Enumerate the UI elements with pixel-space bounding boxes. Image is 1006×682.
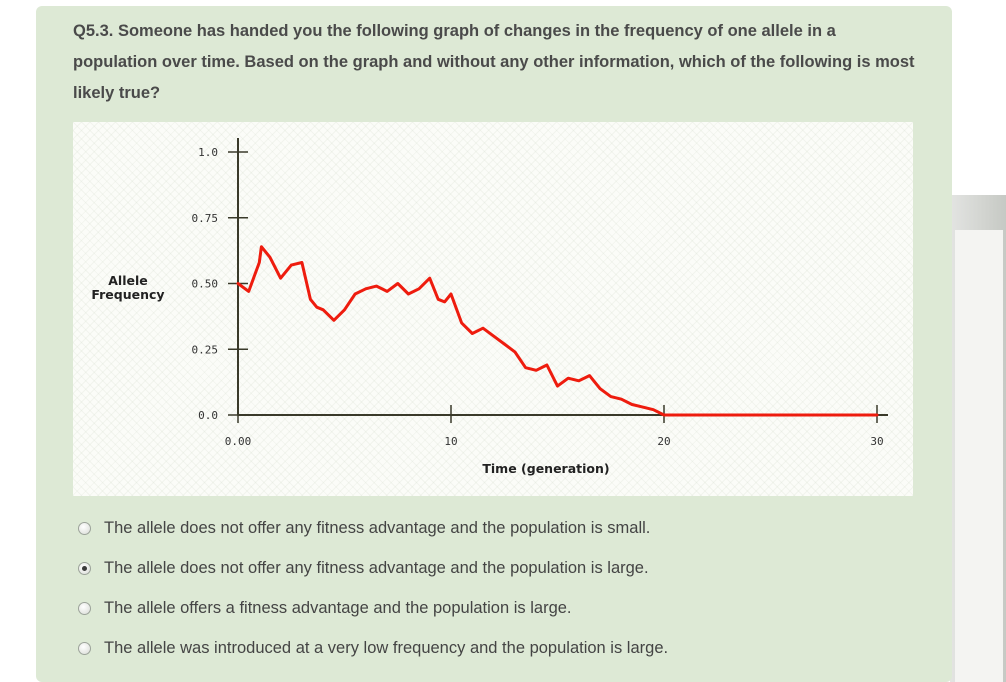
answer-option-label[interactable]: The allele was introduced at a very low … (104, 638, 669, 657)
answer-option[interactable]: The allele does not offer any fitness ad… (78, 548, 668, 588)
y-tick-label: 1.0 (198, 146, 218, 159)
x-tick-label: 10 (444, 435, 457, 448)
y-tick-label: 0.50 (192, 278, 219, 291)
allele-frequency-line (236, 245, 879, 417)
x-tick-label: 20 (657, 435, 670, 448)
y-axis-label-line2: Frequency (91, 287, 164, 302)
radio-button[interactable] (78, 601, 91, 615)
x-tick-label: 30 (870, 435, 883, 448)
answer-option-label[interactable]: The allele does not offer any fitness ad… (104, 558, 649, 577)
answer-option-label[interactable]: The allele does not offer any fitness ad… (104, 518, 651, 537)
graph-image: 0.0 0.25 0.50 0.75 1.0 0.00 10 20 30 Allele Freq… (73, 122, 913, 496)
x-axis-label: Time (generation) (482, 461, 609, 476)
edge-background (955, 230, 1003, 682)
chart-axes (237, 138, 888, 416)
answer-option-label[interactable]: The allele offers a fitness advantage an… (104, 598, 572, 617)
allele-frequency-chart: 0.0 0.25 0.50 0.75 1.0 0.00 10 20 30 Allele Freq… (91, 138, 888, 476)
y-tick-label: 0.25 (192, 343, 219, 356)
y-axis-label-line1: Allele (108, 273, 147, 288)
y-tick-label: 0.0 (198, 409, 218, 422)
radio-button-selected[interactable] (78, 561, 91, 575)
answer-option[interactable]: The allele offers a fitness advantage an… (78, 588, 668, 628)
answer-option[interactable]: The allele was introduced at a very low … (78, 628, 668, 668)
question-text: Q5.3. Someone has handed you the followi… (73, 22, 915, 102)
radio-button[interactable] (78, 521, 91, 535)
answer-option[interactable]: The allele does not offer any fitness ad… (78, 508, 668, 548)
chart-ticks: 0.0 0.25 0.50 0.75 1.0 0.00 10 20 30 (192, 146, 884, 448)
x-tick-label: 0.00 (225, 435, 252, 448)
answer-options: The allele does not offer any fitness ad… (78, 508, 668, 668)
radio-button[interactable] (78, 641, 91, 655)
y-tick-label: 0.75 (192, 212, 219, 225)
